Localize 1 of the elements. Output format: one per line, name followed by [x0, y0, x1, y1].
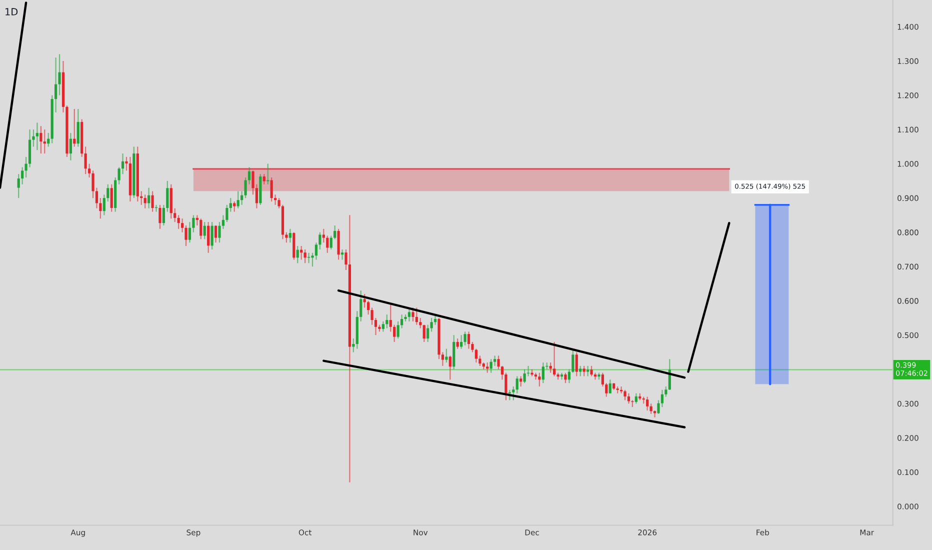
text: 1D [6, 8, 18, 16]
